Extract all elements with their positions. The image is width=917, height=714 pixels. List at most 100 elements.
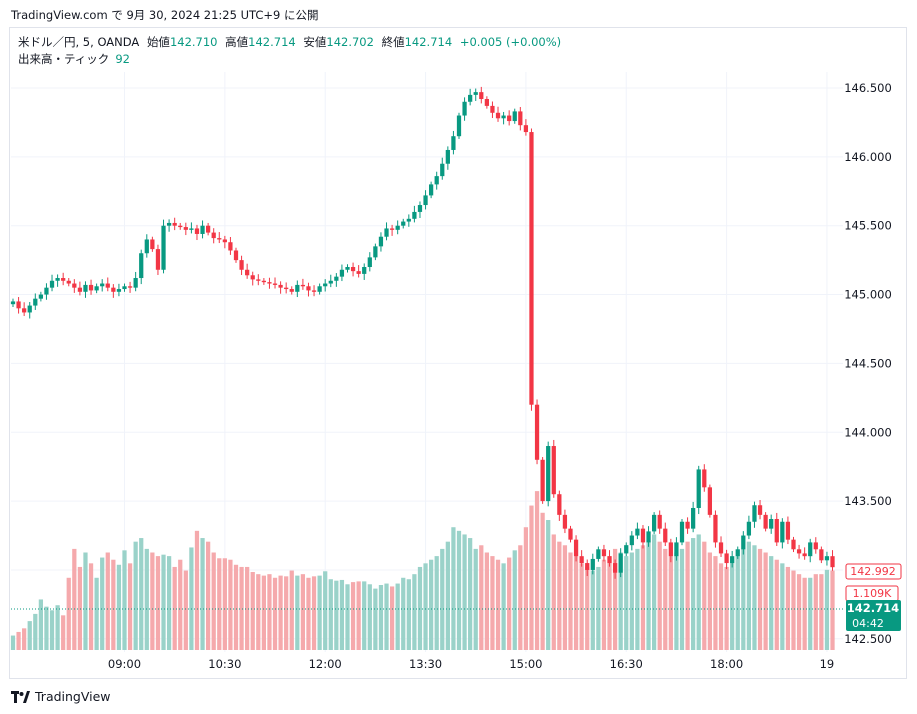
- candle: [663, 522, 668, 546]
- change-value: +0.005 (+0.00%): [459, 35, 562, 49]
- volume-bar: [228, 559, 233, 650]
- volume-bar: [350, 582, 356, 650]
- candle: [144, 234, 149, 258]
- candle: [10, 298, 16, 307]
- tradingview-brand: TradingView: [35, 689, 111, 704]
- volume-bar: [651, 534, 657, 650]
- volume-bar: [730, 559, 735, 650]
- candle: [55, 274, 60, 287]
- candle: [573, 535, 579, 562]
- candle: [206, 222, 211, 236]
- y-tick-label: 145.500: [844, 219, 892, 233]
- candle: [730, 550, 735, 568]
- candle: [507, 110, 512, 126]
- volume-bar: [317, 575, 322, 650]
- volume-bar: [646, 541, 651, 650]
- candle: [808, 538, 813, 563]
- volume-bar: [518, 545, 523, 650]
- volume-bar: [389, 586, 395, 650]
- volume-bar: [735, 556, 740, 650]
- candle: [501, 111, 506, 125]
- candle: [406, 214, 411, 227]
- candle: [752, 501, 757, 528]
- volume-bar: [194, 530, 200, 650]
- volume-bar: [245, 566, 250, 650]
- volume-badge: 1.109K: [845, 585, 899, 602]
- x-tick-label: 16:30: [610, 657, 643, 671]
- candle: [718, 536, 724, 558]
- candle: [735, 546, 740, 559]
- close-value: 142.714: [404, 35, 453, 49]
- candle: [150, 236, 155, 252]
- volume-bar: [557, 541, 562, 650]
- candle: [796, 544, 802, 559]
- volume-bar: [785, 566, 791, 650]
- volume-bar: [707, 552, 712, 650]
- candle: [540, 457, 545, 504]
- volume-bar: [211, 552, 216, 650]
- volume-bar: [468, 538, 473, 650]
- last-price-text: 142.714: [847, 601, 899, 615]
- candle: [724, 549, 729, 570]
- volume-bar: [484, 552, 489, 650]
- candle: [401, 218, 406, 229]
- volume-bar: [562, 545, 568, 650]
- volume-bar: [272, 577, 278, 650]
- volume-bar: [61, 615, 66, 650]
- volume-bar: [423, 563, 428, 650]
- volume-bar: [702, 541, 707, 650]
- volume-bar: [367, 584, 372, 650]
- volume-bar: [256, 574, 261, 650]
- candle: [389, 224, 395, 236]
- candle: [534, 399, 540, 465]
- tradingview-logo-icon: [11, 690, 30, 703]
- candle: [88, 279, 94, 295]
- candle: [289, 286, 294, 295]
- volume-label[interactable]: 出来高・ティック: [18, 52, 110, 66]
- candle: [211, 228, 216, 244]
- candle: [468, 88, 473, 106]
- volume-bar: [529, 505, 534, 650]
- volume-bar: [585, 566, 590, 650]
- candle: [367, 252, 372, 272]
- volume-bar: [568, 552, 573, 650]
- volume-bar: [774, 559, 779, 650]
- volume-bar: [144, 548, 149, 650]
- volume-bar: [66, 577, 71, 650]
- volume-bar: [824, 569, 830, 650]
- chart-panel: [9, 27, 907, 679]
- candle: [473, 88, 478, 101]
- volume-bar: [83, 552, 88, 650]
- candle: [757, 499, 763, 520]
- candle: [217, 232, 222, 244]
- candle: [791, 536, 796, 553]
- candle: [529, 128, 534, 411]
- volume-bar: [22, 628, 27, 650]
- candle: [239, 255, 244, 275]
- volume-bar: [300, 574, 306, 650]
- volume-bar: [445, 541, 450, 650]
- volume-bar: [579, 563, 584, 650]
- volume-bar: [401, 577, 406, 650]
- candle: [116, 283, 122, 297]
- candle: [629, 531, 634, 551]
- candle: [568, 525, 573, 543]
- volume-bar: [284, 576, 289, 650]
- candle: [111, 284, 116, 298]
- publish-info: TradingView.com で 9月 30, 2024 21:25 UTC+…: [11, 8, 319, 22]
- symbol-label[interactable]: 米ドル／円, 5, OANDA: [18, 35, 140, 49]
- open-value: 142.710: [169, 35, 218, 49]
- volume-bar: [295, 575, 300, 650]
- tradingview-logo[interactable]: TradingView: [11, 689, 111, 704]
- candle: [495, 106, 501, 122]
- candle: [295, 280, 300, 298]
- candle: [462, 97, 467, 121]
- x-tick-label: 13:30: [409, 657, 442, 671]
- candle: [490, 101, 495, 119]
- countdown-text: 04:42: [852, 617, 884, 630]
- candle: [278, 281, 283, 294]
- volume-bar: [573, 556, 579, 650]
- volume-bar: [791, 570, 796, 650]
- candle: [429, 181, 434, 199]
